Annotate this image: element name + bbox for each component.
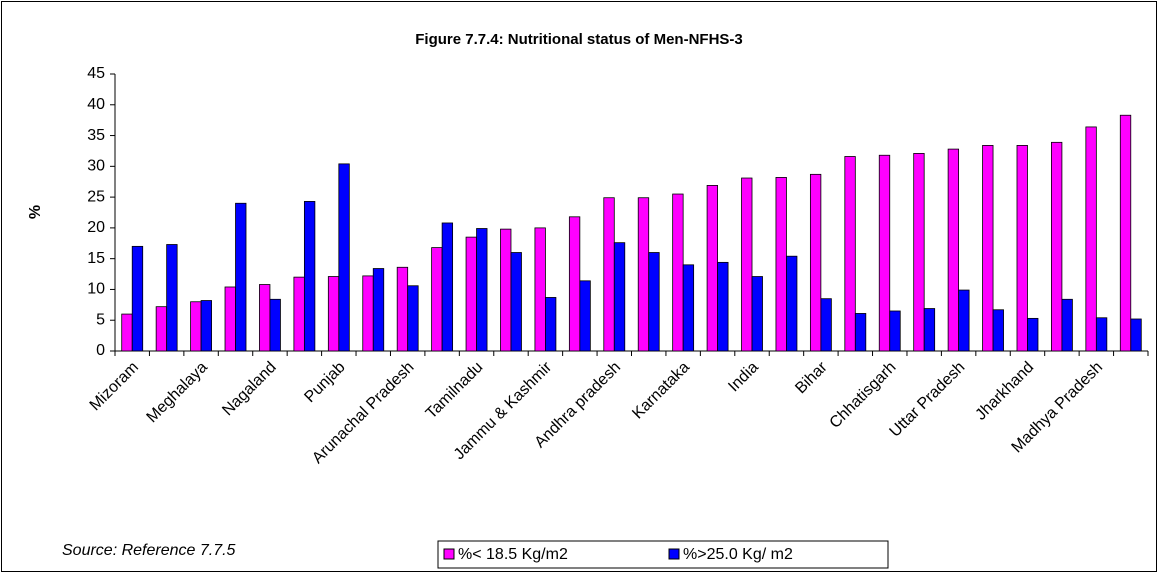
- y-tick-label: 45: [87, 65, 105, 82]
- bar: [362, 275, 374, 352]
- y-axis-label: %: [27, 205, 44, 219]
- bar: [992, 309, 1004, 352]
- bar: [923, 308, 936, 352]
- y-tick-label: 10: [87, 281, 105, 298]
- bar: [1051, 141, 1063, 352]
- bar: [1061, 298, 1073, 352]
- bar: [982, 145, 994, 352]
- bar: [775, 177, 787, 352]
- bar: [854, 313, 867, 352]
- bar: [648, 252, 660, 352]
- bar: [131, 245, 144, 352]
- bar: [407, 285, 419, 352]
- bar: [441, 222, 454, 352]
- bar: [741, 177, 753, 352]
- bar: [200, 300, 212, 352]
- bar: [1085, 126, 1097, 352]
- bar: [476, 228, 488, 352]
- bar: [510, 252, 522, 352]
- y-tick-label: 5: [96, 311, 105, 328]
- chart-title: Figure 7.7.4: Nutritional status of Men-…: [415, 31, 743, 48]
- bar: [809, 173, 822, 352]
- bar: [338, 163, 350, 352]
- bar: [706, 185, 718, 352]
- bar: [303, 201, 316, 352]
- y-tick-label: 25: [87, 188, 105, 205]
- bar: [820, 298, 832, 352]
- bar: [786, 255, 798, 352]
- legend-box: [437, 540, 889, 569]
- legend-label: %< 18.5 Kg/m2: [458, 546, 568, 563]
- bar: [235, 202, 247, 352]
- y-tick-label: 15: [87, 250, 105, 267]
- bar: [637, 197, 650, 352]
- legend-swatch: [668, 548, 680, 560]
- bar: [717, 261, 729, 352]
- bar: [1027, 317, 1039, 352]
- bar: [568, 216, 581, 352]
- bar: [431, 247, 443, 352]
- y-tick-label: 30: [87, 158, 105, 175]
- bar: [269, 298, 281, 352]
- bar: [259, 284, 271, 352]
- bar: [878, 154, 891, 352]
- bar: [396, 266, 409, 352]
- bar: [913, 153, 925, 352]
- bar: [372, 268, 385, 352]
- bar: [1130, 318, 1142, 352]
- bar: [1095, 317, 1108, 352]
- bar: [121, 313, 133, 352]
- bar: [545, 297, 557, 352]
- bar: [155, 306, 168, 352]
- legend-label: %>25.0 Kg/ m2: [683, 546, 793, 563]
- y-tick-label: 40: [87, 96, 105, 113]
- bar: [465, 236, 477, 352]
- bar: [190, 301, 202, 352]
- bar: [613, 242, 626, 352]
- bar: [844, 156, 856, 352]
- bar: [682, 264, 695, 352]
- bar: [889, 310, 901, 352]
- bar: [1119, 114, 1132, 352]
- y-tick-label: 35: [87, 127, 105, 144]
- bar: [947, 148, 960, 352]
- bar: [534, 227, 546, 352]
- bar: [1016, 145, 1028, 352]
- bar: [224, 286, 236, 352]
- bar: [166, 244, 178, 352]
- legend-swatch: [443, 548, 455, 560]
- y-tick-label: 20: [87, 219, 105, 236]
- bar: [579, 280, 591, 352]
- bar: [672, 193, 684, 352]
- bar: [293, 276, 305, 352]
- y-tick-label: 0: [96, 342, 105, 359]
- bar: [603, 197, 615, 352]
- bar: [958, 289, 970, 352]
- bar: [327, 276, 340, 352]
- bar: [751, 276, 763, 352]
- source: Source: Reference 7.7.5: [62, 542, 236, 559]
- bar: [500, 228, 512, 352]
